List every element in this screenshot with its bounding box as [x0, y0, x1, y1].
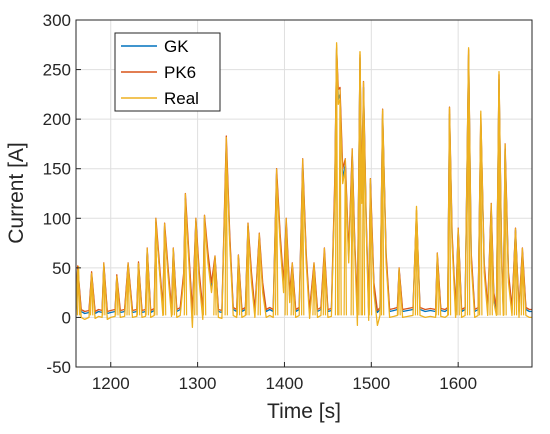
y-tick-label: 300 — [43, 11, 71, 30]
peak-spike — [322, 247, 327, 316]
plot-frame — [75, 19, 533, 368]
peak-spike — [312, 262, 316, 316]
y-tick-label: 150 — [43, 160, 71, 179]
peak-spike — [257, 233, 261, 316]
peak-spike — [343, 158, 347, 316]
peak-spike — [447, 107, 452, 316]
peak-spike — [361, 81, 366, 316]
peak-spike — [115, 275, 119, 316]
legend-label-gk: GK — [164, 37, 189, 56]
y-tick-label: 250 — [43, 61, 71, 80]
legend-label-real: Real — [164, 89, 199, 108]
legend-label-pk6: PK6 — [164, 63, 196, 82]
peak-spike — [171, 247, 175, 316]
peak-spike — [435, 252, 440, 316]
peak-spike — [397, 267, 401, 316]
y-axis-title: Current [A] — [5, 142, 28, 244]
x-tick-labels: 1200 1300 1400 1500 1600 — [92, 362, 477, 393]
peak-spike — [301, 158, 305, 316]
peak-spike — [358, 51, 362, 316]
peak-spike — [513, 228, 518, 316]
x-tick-label: 1200 — [92, 374, 130, 393]
peak-spike — [76, 265, 81, 316]
peak-spike — [290, 262, 294, 316]
peak-spike — [284, 218, 288, 316]
peak-spike — [213, 255, 217, 316]
x-axis-title: Time [s] — [267, 400, 341, 423]
peak-spikes — [76, 44, 525, 316]
peak-spike — [183, 193, 188, 316]
peak-spike — [380, 109, 385, 316]
x-tick-label: 1500 — [352, 374, 390, 393]
peak-spike — [202, 215, 207, 316]
y-tick-label: 0 — [62, 308, 71, 327]
peak-spike — [274, 168, 279, 316]
peak-spike — [145, 247, 149, 316]
peak-spike — [162, 223, 167, 316]
peak-spike — [102, 262, 106, 316]
peak-spike — [236, 254, 241, 316]
x-tick-label: 1600 — [439, 374, 477, 393]
peak-spike — [350, 148, 354, 316]
peak-spike — [456, 228, 460, 316]
peak-spike — [194, 218, 198, 316]
x-tick-label: 1400 — [266, 374, 304, 393]
peak-spike — [89, 272, 94, 316]
y-tick-label: 200 — [43, 110, 71, 129]
peak-spike — [520, 247, 525, 316]
y-tick-label: 50 — [52, 259, 71, 278]
peak-spike — [489, 203, 493, 316]
peak-spike — [368, 178, 373, 316]
y-tick-label: 100 — [43, 209, 71, 228]
peak-spike — [503, 143, 507, 316]
peak-spike — [246, 223, 250, 316]
peak-spike — [466, 49, 471, 316]
peak-spike — [224, 136, 228, 316]
y-tick-labels: -50 0 50 100 150 200 250 300 — [43, 11, 81, 377]
peak-spike — [414, 210, 419, 316]
peak-spike — [334, 44, 339, 316]
y-tick-label: -50 — [46, 358, 71, 377]
peak-spike — [497, 74, 501, 316]
peak-spike — [154, 218, 158, 316]
peak-spike — [126, 262, 130, 316]
x-tick-label: 1300 — [179, 374, 217, 393]
legend: GK PK6 Real — [114, 32, 221, 112]
peak-spike — [136, 262, 141, 316]
peak-spike — [338, 89, 342, 316]
peak-spike — [479, 114, 483, 316]
